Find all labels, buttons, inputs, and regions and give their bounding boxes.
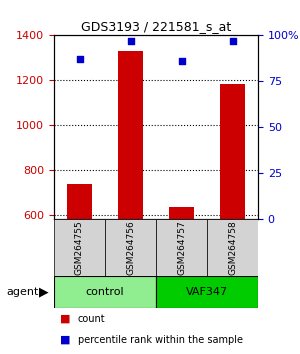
Text: ■: ■ [60, 335, 70, 345]
Point [179, 58, 184, 64]
Point [77, 57, 82, 62]
Bar [118, 51, 143, 219]
Text: ▶: ▶ [39, 286, 49, 298]
Text: VAF347: VAF347 [186, 287, 228, 297]
Text: count: count [78, 314, 106, 324]
Text: GSM264757: GSM264757 [177, 221, 186, 275]
Text: ■: ■ [60, 314, 70, 324]
Bar [169, 207, 194, 219]
FancyBboxPatch shape [105, 219, 156, 276]
Text: GDS3193 / 221581_s_at: GDS3193 / 221581_s_at [81, 20, 231, 33]
FancyBboxPatch shape [54, 276, 156, 308]
Text: agent: agent [6, 287, 38, 297]
Bar [220, 84, 245, 219]
Point [230, 38, 235, 44]
FancyBboxPatch shape [156, 276, 258, 308]
Text: control: control [86, 287, 124, 297]
Text: GSM264755: GSM264755 [75, 221, 84, 275]
Point [128, 38, 133, 44]
FancyBboxPatch shape [54, 219, 105, 276]
Text: GSM264756: GSM264756 [126, 221, 135, 275]
Bar [67, 184, 92, 219]
FancyBboxPatch shape [207, 219, 258, 276]
Text: percentile rank within the sample: percentile rank within the sample [78, 335, 243, 345]
FancyBboxPatch shape [156, 219, 207, 276]
Text: GSM264758: GSM264758 [228, 221, 237, 275]
